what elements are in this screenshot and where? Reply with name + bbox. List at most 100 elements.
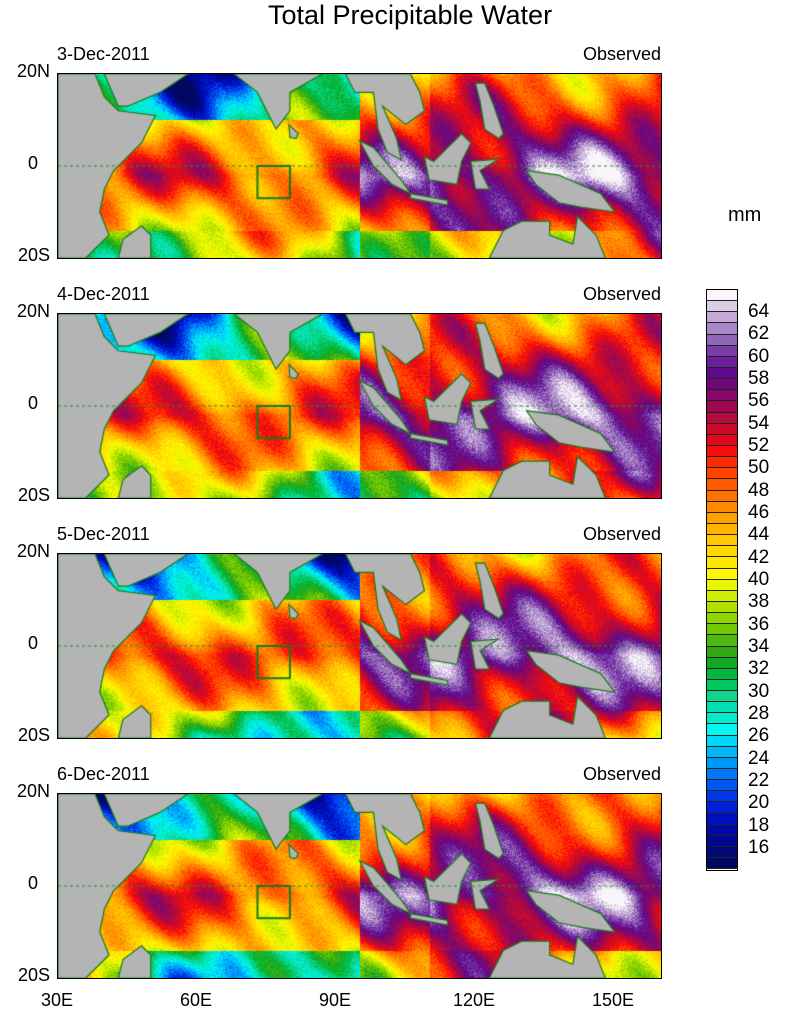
lon-label: 90E bbox=[319, 990, 351, 1011]
colorbar-box bbox=[707, 669, 737, 680]
map-panel bbox=[57, 793, 662, 979]
colorbar-tick-label: 62 bbox=[748, 323, 769, 345]
colorbar-box bbox=[707, 791, 737, 802]
colorbar-tick-label: 64 bbox=[748, 301, 769, 323]
colorbar-box bbox=[707, 335, 737, 346]
colorbar-tick-label: 20 bbox=[748, 792, 769, 814]
colorbar-tick-label: 52 bbox=[748, 435, 769, 457]
lon-label: 150E bbox=[592, 990, 634, 1011]
map-panel bbox=[57, 313, 662, 499]
colorbar-tick-label: 34 bbox=[748, 636, 769, 658]
lon-label: 60E bbox=[180, 990, 212, 1011]
colorbar-box bbox=[707, 635, 737, 646]
colorbar-box bbox=[707, 814, 737, 825]
map-panel bbox=[57, 73, 662, 259]
colorbar-box bbox=[707, 468, 737, 479]
colorbar-box bbox=[707, 624, 737, 635]
colorbar-tick-label: 24 bbox=[748, 748, 769, 770]
colorbar-box bbox=[707, 535, 737, 546]
colorbar-box bbox=[707, 691, 737, 702]
colorbar-box bbox=[707, 435, 737, 446]
panel-date: 3-Dec-2011 bbox=[57, 44, 150, 65]
lat-label: 20S bbox=[0, 245, 50, 266]
panel-label: Observed bbox=[583, 44, 661, 65]
colorbar-box bbox=[707, 736, 737, 747]
colorbar-box bbox=[707, 290, 737, 301]
colorbar-box bbox=[707, 747, 737, 758]
colorbar-tick-label: 36 bbox=[748, 614, 769, 636]
panel-label: Observed bbox=[583, 284, 661, 305]
lon-label: 120E bbox=[453, 990, 495, 1011]
colorbar-box bbox=[707, 301, 737, 312]
lat-label: 20S bbox=[0, 725, 50, 746]
colorbar-box bbox=[707, 524, 737, 535]
colorbar-box bbox=[707, 647, 737, 658]
colorbar-tick-label: 46 bbox=[748, 502, 769, 524]
colorbar-tick-label: 48 bbox=[748, 480, 769, 502]
lat-label: 0 bbox=[0, 873, 38, 894]
panel-label: Observed bbox=[583, 764, 661, 785]
colorbar-box bbox=[707, 569, 737, 580]
colorbar-box bbox=[707, 557, 737, 568]
colorbar-box bbox=[707, 346, 737, 357]
units-label: mm bbox=[728, 204, 761, 227]
colorbar-box bbox=[707, 758, 737, 769]
colorbar-tick-label: 60 bbox=[748, 346, 769, 368]
precip-field bbox=[58, 314, 661, 498]
colorbar-box bbox=[707, 513, 737, 524]
colorbar-box bbox=[707, 379, 737, 390]
colorbar-tick-label: 26 bbox=[748, 725, 769, 747]
colorbar-box bbox=[707, 658, 737, 669]
colorbar-box bbox=[707, 357, 737, 368]
colorbar-tick-label: 50 bbox=[748, 457, 769, 479]
colorbar-box bbox=[707, 424, 737, 435]
panel-date: 5-Dec-2011 bbox=[57, 524, 150, 545]
lat-label: 20S bbox=[0, 965, 50, 986]
colorbar-box bbox=[707, 479, 737, 490]
colorbar-box bbox=[707, 780, 737, 791]
precip-field bbox=[58, 74, 661, 258]
colorbar-box bbox=[707, 591, 737, 602]
map-panel bbox=[57, 553, 662, 739]
colorbar-box bbox=[707, 446, 737, 457]
lat-label: 0 bbox=[0, 633, 38, 654]
colorbar-box bbox=[707, 825, 737, 836]
colorbar-box bbox=[707, 413, 737, 424]
colorbar-tick-label: 42 bbox=[748, 547, 769, 569]
lat-label: 20N bbox=[0, 61, 50, 82]
precip-field bbox=[58, 554, 661, 738]
lat-label: 20N bbox=[0, 301, 50, 322]
colorbar-tick-label: 38 bbox=[748, 591, 769, 613]
colorbar-box bbox=[707, 713, 737, 724]
colorbar-box bbox=[707, 491, 737, 502]
colorbar-tick-label: 32 bbox=[748, 658, 769, 680]
lon-label: 30E bbox=[41, 990, 73, 1011]
colorbar-tick-label: 18 bbox=[748, 815, 769, 837]
colorbar-box bbox=[707, 580, 737, 591]
colorbar-box bbox=[707, 457, 737, 468]
lat-label: 0 bbox=[0, 153, 38, 174]
colorbar-tick-label: 56 bbox=[748, 390, 769, 412]
colorbar-box bbox=[707, 323, 737, 334]
colorbar-box bbox=[707, 702, 737, 713]
panel-date: 4-Dec-2011 bbox=[57, 284, 150, 305]
figure-title: Total Precipitable Water bbox=[0, 0, 788, 31]
colorbar-box bbox=[707, 401, 737, 412]
panel-date: 6-Dec-2011 bbox=[57, 764, 150, 785]
colorbar-box bbox=[707, 368, 737, 379]
colorbar-tick-label: 44 bbox=[748, 524, 769, 546]
colorbar-box bbox=[707, 858, 737, 869]
panel-label: Observed bbox=[583, 524, 661, 545]
colorbar-box bbox=[707, 390, 737, 401]
lat-label: 20N bbox=[0, 781, 50, 802]
precip-field bbox=[58, 794, 661, 978]
colorbar-box bbox=[707, 680, 737, 691]
colorbar-tick-label: 40 bbox=[748, 569, 769, 591]
figure: Total Precipitable Water 3-Dec-2011 Obse… bbox=[0, 0, 788, 1016]
colorbar-box bbox=[707, 546, 737, 557]
colorbar-box bbox=[707, 724, 737, 735]
colorbar-tick-label: 30 bbox=[748, 681, 769, 703]
colorbar-tick-label: 22 bbox=[748, 770, 769, 792]
colorbar-box bbox=[707, 602, 737, 613]
colorbar-box bbox=[707, 312, 737, 323]
